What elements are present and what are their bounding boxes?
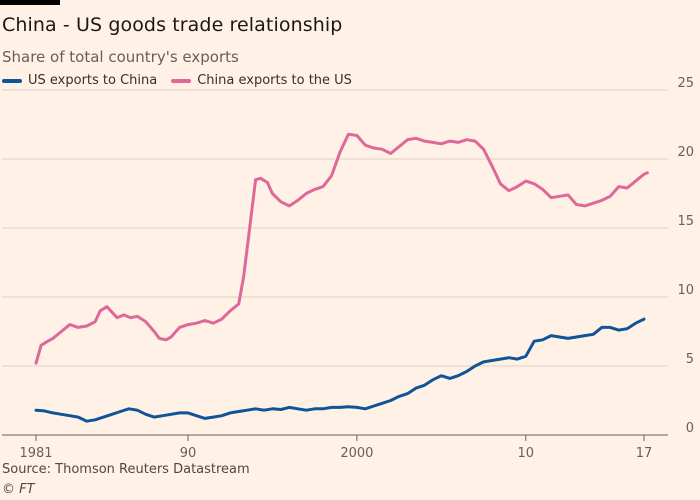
y-tick-label: 20: [677, 145, 694, 160]
copyright-note: © FT: [2, 482, 35, 497]
legend-item-us-exports: US exports to China: [2, 73, 157, 88]
x-tick-label: 10: [518, 446, 535, 461]
y-tick-label: 0: [686, 421, 694, 436]
legend-label-china-exports: China exports to the US: [197, 73, 352, 88]
grid-layer: [2, 89, 668, 436]
legend-swatch-china-exports: [171, 78, 192, 83]
legend-label-us-exports: US exports to China: [28, 73, 158, 88]
series-line-china-exports-to-us: [34, 132, 649, 365]
tick-layer: 0 5 10 15 20 25 1981 90 2000 10 17: [19, 76, 694, 461]
y-tick-label: 15: [677, 214, 694, 229]
legend-item-china-exports: China exports to the US: [171, 73, 352, 88]
chart-subtitle: Share of total country's exports: [2, 48, 239, 66]
series-layer: [34, 132, 649, 423]
source-note: Source: Thomson Reuters Datastream: [2, 462, 250, 477]
brand-bar: [0, 0, 60, 5]
legend: US exports to China China exports to the…: [2, 73, 366, 88]
chart-title: China - US goods trade relationship: [2, 14, 343, 36]
x-tick-label: 2000: [340, 446, 373, 461]
x-tick-label: 90: [180, 446, 197, 461]
y-tick-label: 10: [677, 283, 694, 298]
x-tick-label: 1981: [19, 446, 52, 461]
y-tick-label: 5: [686, 352, 694, 367]
x-tick-label: 17: [636, 446, 653, 461]
series-line-us-exports-to-china: [34, 317, 646, 423]
y-tick-label: 25: [677, 76, 694, 91]
legend-swatch-us-exports: [2, 78, 22, 83]
